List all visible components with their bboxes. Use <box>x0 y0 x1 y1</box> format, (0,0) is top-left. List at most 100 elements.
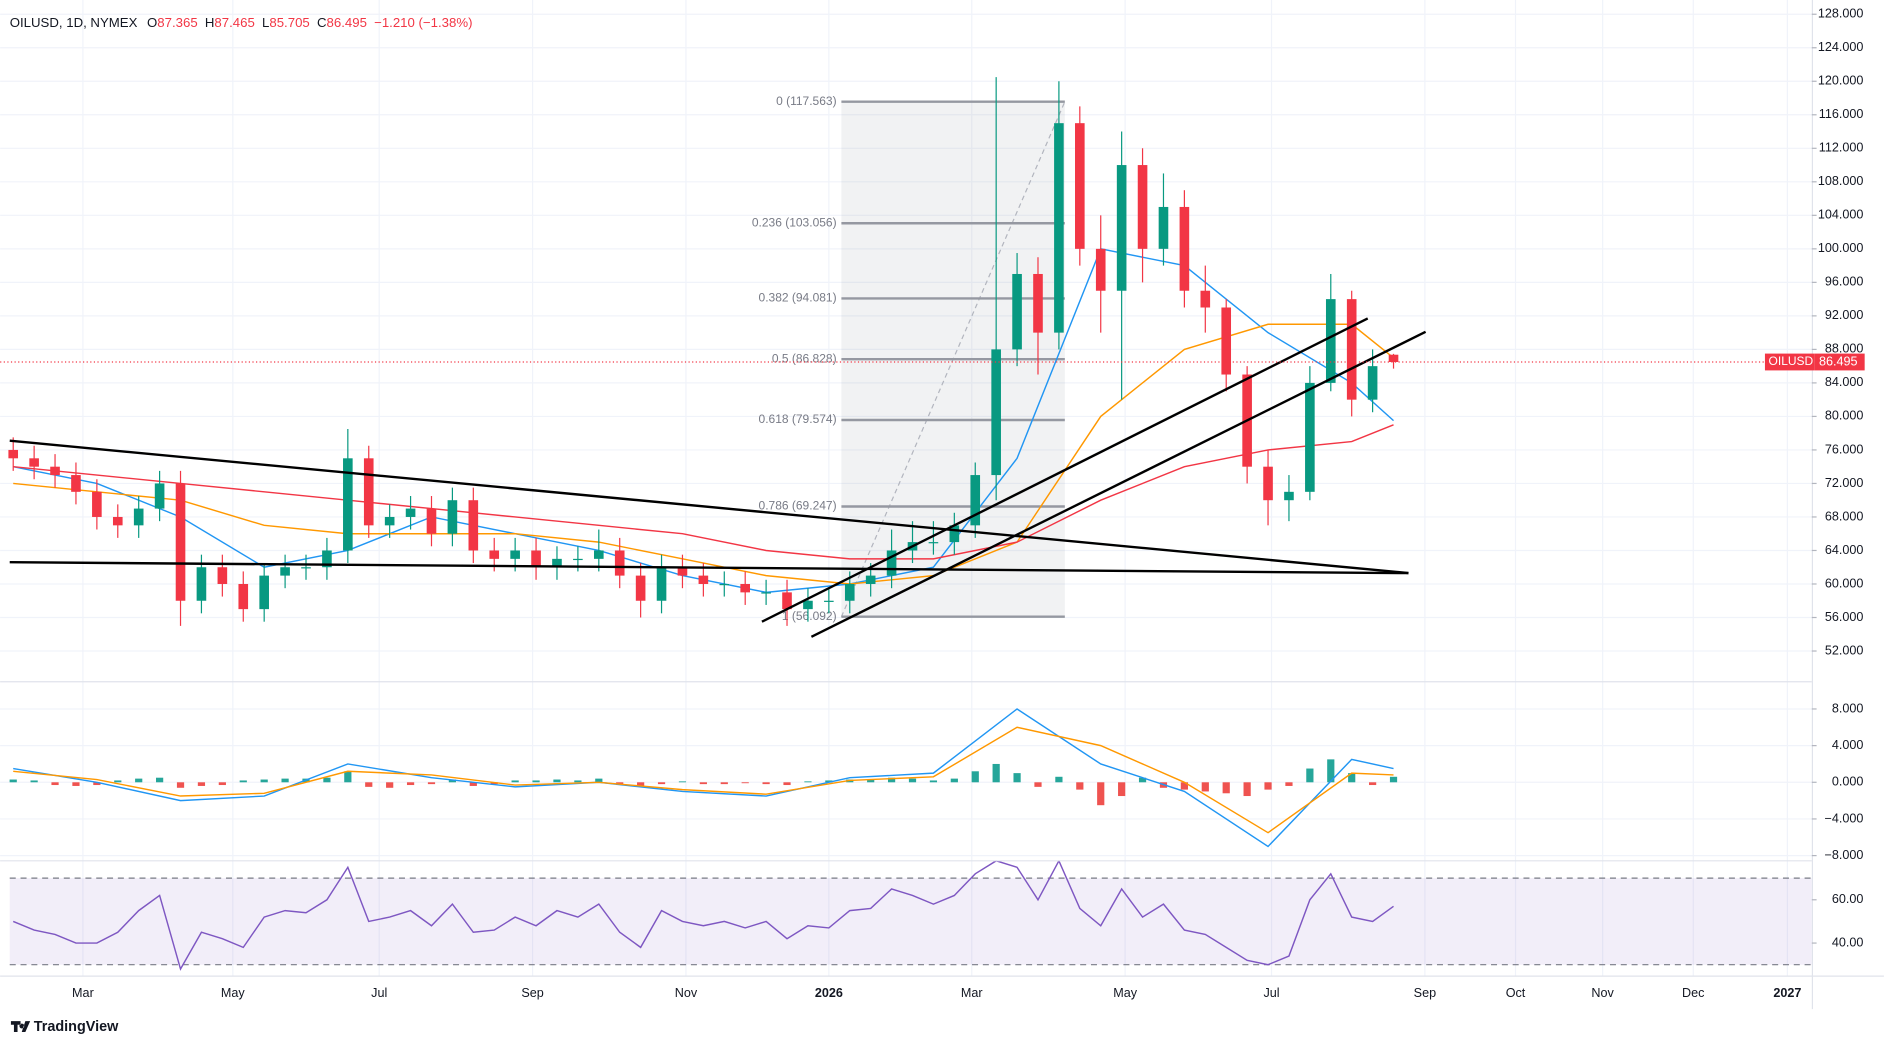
fib-label: 0.5 (86.828) <box>772 351 837 365</box>
y-tick-label: 76.000 <box>1825 442 1864 456</box>
candle-body <box>719 583 730 586</box>
trendline <box>9 561 1409 575</box>
x-tick-label: Nov <box>675 986 698 1000</box>
candle-body <box>740 583 751 593</box>
macd-histogram <box>1013 773 1021 783</box>
candle-body <box>217 567 228 584</box>
candle-body <box>1075 123 1085 249</box>
macd-histogram <box>72 782 80 786</box>
y-tick-label: 60.00 <box>1832 892 1864 906</box>
candle-body <box>1221 307 1232 375</box>
candle-body <box>363 458 374 526</box>
field-key: H <box>205 16 215 31</box>
macd-histogram <box>971 771 979 783</box>
candle-body <box>1200 290 1211 308</box>
macd-histogram <box>135 778 143 783</box>
macd-histogram <box>1076 782 1084 790</box>
candle-body <box>844 583 855 601</box>
candle-body <box>92 491 102 517</box>
candle-body <box>1305 382 1315 492</box>
candle-body <box>635 575 646 601</box>
price-tag-name-bg <box>1764 353 1815 371</box>
macd-histogram <box>929 780 938 783</box>
candle-body <box>782 592 792 610</box>
x-tick-label: Jul <box>1263 986 1279 1000</box>
rsi-pane <box>9 860 1812 971</box>
candle-body <box>489 550 500 559</box>
candle-body <box>573 558 583 561</box>
macd-histogram <box>386 782 394 788</box>
macd-histogram <box>887 777 896 783</box>
macd-histogram <box>156 777 164 783</box>
macd-histogram <box>1348 773 1356 783</box>
x-tick-label: 2026 <box>815 986 843 1000</box>
candle-body <box>865 575 876 584</box>
macd-histogram <box>9 779 17 783</box>
y-tick-label: −4.000 <box>1825 811 1864 825</box>
candle-body <box>677 567 688 576</box>
candle-body <box>405 508 416 517</box>
x-tick-label: Sep <box>521 986 543 1000</box>
x-tick-label: Nov <box>1591 986 1614 1000</box>
field-value: 85.705 <box>269 16 309 31</box>
candle-body <box>8 449 19 459</box>
candle-body <box>593 550 604 559</box>
macd-histogram <box>406 782 415 786</box>
macd-histogram <box>281 778 289 783</box>
macd-histogram <box>992 763 1000 783</box>
candle-body <box>698 575 709 584</box>
y-tick-label: 100.000 <box>1818 241 1864 255</box>
macd-histogram <box>1389 776 1398 783</box>
macd-histogram <box>762 782 770 785</box>
macd-histogram <box>344 771 352 783</box>
candle-body <box>1095 248 1106 291</box>
field-value: 87.465 <box>214 16 254 31</box>
y-tick-label: 120.000 <box>1818 74 1864 88</box>
candle-body <box>949 525 960 543</box>
x-tick-label: May <box>1113 986 1138 1000</box>
y-tick-label: 124.000 <box>1818 40 1864 54</box>
candle-body <box>531 550 541 568</box>
candle-body <box>824 600 834 602</box>
moving-average <box>13 424 1394 560</box>
candle-body <box>1137 165 1148 249</box>
candle-body <box>1116 165 1127 291</box>
header: OILUSD, 1D, NYMEX O87.365 H87.465 L85.705 C8… <box>10 16 473 31</box>
y-tick-label: 60.000 <box>1825 576 1864 590</box>
candle-body <box>133 508 144 526</box>
candle-body <box>656 567 667 601</box>
macd-histogram <box>741 782 749 784</box>
macd-histogram <box>553 779 561 783</box>
macd-histogram <box>720 782 728 785</box>
macd-histogram <box>323 777 331 783</box>
macd-histogram <box>1222 782 1230 794</box>
candle-body <box>970 475 981 526</box>
y-tick-label: 40.00 <box>1832 935 1864 949</box>
candle-body <box>322 550 332 568</box>
fib-label: 0 (117.563) <box>776 94 837 108</box>
candle-body <box>1284 491 1294 501</box>
y-tick-label: 72.000 <box>1825 476 1864 490</box>
x-tick-label: Mar <box>72 986 94 1000</box>
macd-histogram <box>1369 782 1377 786</box>
macd-histogram <box>1264 782 1272 790</box>
macd-histogram <box>239 780 247 783</box>
macd-histogram <box>950 778 958 783</box>
macd-histogram <box>637 782 645 787</box>
x-tick-label: 2027 <box>1773 986 1801 1000</box>
price-pane: 0 (117.563) 0.236 (103.056) 0.382 (94.081)… <box>8 77 1427 638</box>
fib-label: 1 (56.092) <box>782 609 837 623</box>
candle-body <box>71 475 81 492</box>
macd-histogram <box>532 780 540 783</box>
macd-histogram <box>1201 782 1209 792</box>
candle-body <box>29 458 39 467</box>
macd-histogram <box>511 780 519 783</box>
candle-body <box>447 500 458 534</box>
macd-histogram <box>1055 776 1063 783</box>
candle-body <box>1263 466 1273 501</box>
y-tick-label: 56.000 <box>1825 610 1864 624</box>
brand: TradingView <box>34 1019 119 1035</box>
macd-histogram <box>867 779 875 783</box>
macd-histogram <box>30 780 38 783</box>
